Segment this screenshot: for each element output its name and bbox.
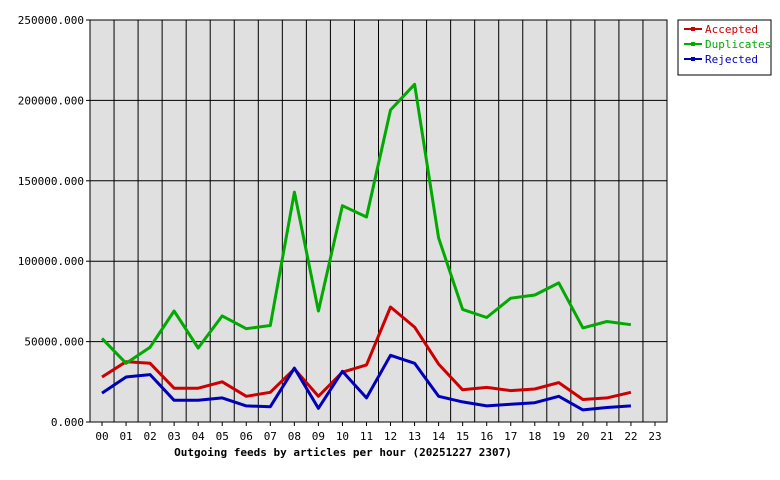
x-tick-label: 12 [384,430,397,443]
grid-lines [90,20,667,422]
x-tick-label: 16 [480,430,493,443]
x-tick-label: 14 [432,430,446,443]
y-tick-label: 200000.000 [18,94,84,107]
x-tick-label: 15 [456,430,469,443]
x-tick-label: 02 [143,430,156,443]
plot-frame [89,19,668,423]
series-lines [100,82,632,412]
y-tick-label: 250000.000 [18,14,84,27]
x-tick-label: 17 [504,430,517,443]
x-tick-label: 07 [264,430,277,443]
x-tick-label: 22 [624,430,637,443]
x-tick-label: 21 [600,430,613,443]
legend-label-accepted: Accepted [705,23,758,36]
y-axis-ticks: 0.000 50000.000 100000.000 150000.000 200000… [18,14,90,429]
x-tick-label: 08 [288,430,301,443]
y-tick-label: 0.000 [51,416,84,429]
x-tick-label: 03 [168,430,181,443]
legend-marker-duplicates [691,42,695,46]
legend-marker-accepted [691,27,695,31]
legend-entries: Accepted Duplicates Rejected [684,23,771,66]
legend-label-rejected: Rejected [705,53,758,66]
x-axis-ticks: 00 01 02 03 04 05 06 07 08 09 10 11 12 13 14 15 16 17 18 19… [95,422,662,443]
x-tick-label: 05 [216,430,229,443]
x-tick-label: 09 [312,430,325,443]
x-tick-label: 13 [408,430,421,443]
x-tick-label: 19 [552,430,565,443]
y-tick-label: 50000.000 [24,336,84,349]
legend-marker-rejected [691,57,695,61]
series-line-duplicates [100,82,632,365]
x-tick-label: 00 [95,430,108,443]
y-tick-label: 100000.000 [18,255,84,268]
x-tick-label: 06 [240,430,253,443]
x-tick-label: 10 [336,430,349,443]
x-tick-label: 04 [192,430,206,443]
legend-label-duplicates: Duplicates [705,38,771,51]
legend: Accepted Duplicates Rejected [677,19,772,76]
x-tick-label: 01 [119,430,132,443]
x-tick-label: 20 [576,430,589,443]
x-tick-label: 11 [360,430,373,443]
series-line-accepted [101,305,632,401]
x-axis-label: Outgoing feeds by articles per hour (202… [174,446,512,459]
y-tick-label: 150000.000 [18,175,84,188]
series-line-rejected [101,353,631,412]
x-tick-label: 23 [648,430,661,443]
x-tick-label: 18 [528,430,541,443]
